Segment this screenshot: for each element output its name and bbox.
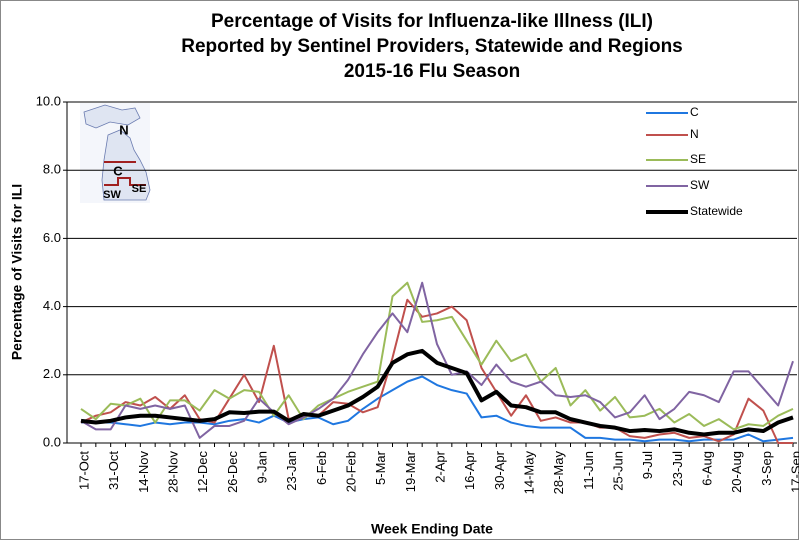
x-tick-label: 6-Feb — [314, 451, 329, 485]
x-tick-label: 16-Apr — [462, 450, 477, 490]
x-tick-label: 20-Feb — [343, 451, 358, 492]
legend-label: SW — [690, 178, 710, 192]
series-line — [80, 348, 794, 437]
x-tick-label: 23-Jan — [284, 451, 299, 491]
x-tick-label: 14-Nov — [136, 451, 151, 493]
chart-title: Percentage of Visits for Influenza-like … — [211, 11, 653, 32]
map-borders — [104, 161, 146, 186]
region-map: N C SW SE — [80, 103, 151, 203]
x-tick-label: 19-Mar — [403, 450, 418, 492]
x-tick-label: 17-Sep — [788, 451, 799, 493]
y-tick-label: 8.0 — [43, 162, 61, 177]
legend-label: SE — [690, 152, 706, 166]
x-tick-label: 31-Oct — [106, 451, 121, 490]
y-tick-label: 0.0 — [43, 434, 61, 449]
x-tick-label: 9-Jan — [254, 451, 269, 484]
x-tick-label: 5-Mar — [373, 450, 388, 485]
map-lower — [101, 129, 151, 201]
series-line — [80, 281, 794, 439]
x-tick-label: 12-Dec — [195, 451, 210, 493]
x-tick-label: 23-Jul — [670, 451, 685, 487]
legend-label: Statewide — [690, 204, 743, 218]
x-tick-label: 25-Jun — [610, 451, 625, 491]
x-tick-label: 9-Jul — [640, 451, 655, 479]
x-tick-label: 3-Sep — [759, 451, 774, 486]
x-tick-label: 20-Aug — [729, 451, 744, 493]
x-tick-label: 30-Apr — [492, 450, 507, 490]
map-label: C — [113, 163, 123, 178]
chart-title: Reported by Sentinel Providers, Statewid… — [181, 36, 683, 57]
y-axis-title: Percentage of Visits for ILI — [9, 184, 25, 360]
x-tick-label: 26-Dec — [225, 451, 240, 493]
x-tick-label: 28-May — [551, 451, 566, 495]
x-tick-label: 14-May — [521, 451, 536, 495]
legend-label: C — [690, 105, 699, 119]
y-tick-label: 10.0 — [36, 93, 61, 108]
map-upper — [83, 104, 141, 129]
series-line — [80, 281, 794, 431]
legend-label: N — [690, 127, 699, 141]
y-tick-label: 6.0 — [43, 230, 61, 245]
map-label: N — [119, 122, 128, 137]
x-axis-title: Week Ending Date — [371, 521, 493, 537]
x-tick-label: 28-Nov — [165, 451, 180, 493]
y-tick-label: 4.0 — [43, 298, 61, 313]
x-tick-label: 11-Jun — [581, 451, 596, 490]
x-tick-label: 17-Oct — [76, 451, 91, 490]
y-tick-label: 2.0 — [43, 366, 61, 381]
chart-title: 2015-16 Flu Season — [344, 61, 520, 82]
map-label: SW — [103, 189, 121, 201]
x-tick-label: 2-Apr — [432, 450, 447, 482]
map-label: SE — [132, 183, 147, 195]
x-tick-label: 6-Aug — [699, 451, 714, 486]
